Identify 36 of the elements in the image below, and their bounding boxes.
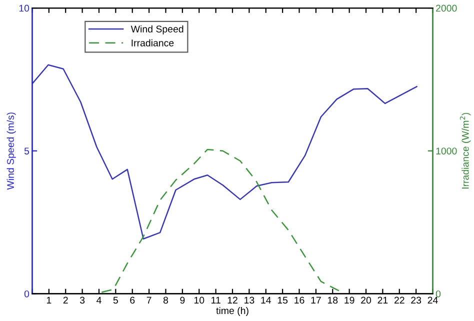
x-axis-title: time (h)	[216, 306, 248, 316]
y-tick-label: 10	[19, 4, 30, 12]
x-tick-label: 4	[96, 296, 102, 304]
y-tick-label: 0	[24, 290, 30, 298]
x-tick-label: 23	[411, 296, 422, 304]
x-tick-label: 21	[378, 296, 388, 304]
x-tick-label: 19	[344, 296, 354, 304]
y-tick-label: 5	[24, 148, 30, 154]
y2-axis-title: Irradiance (W/m$^{2}$)	[460, 112, 471, 189]
x-tick-label: 18	[328, 296, 338, 304]
x-tick-label: 14	[261, 296, 271, 304]
y2-tick-label: 0	[436, 290, 441, 298]
x-tick-label: 8	[163, 296, 168, 304]
x-tick-label: 10	[194, 296, 204, 304]
x-tick-label: 24	[428, 296, 438, 304]
y2-tick-label: 1000	[436, 148, 457, 154]
line-series	[32, 64, 418, 240]
x-tick-label: 3	[80, 296, 85, 304]
x-tick-label: 7	[146, 296, 152, 304]
x-tick-label: 15	[278, 296, 288, 304]
x-tick-label: 2	[63, 296, 68, 304]
legend-label: Wind Speed	[130, 25, 184, 34]
legend-label: Irradiance	[132, 39, 174, 46]
x-tick-label: 11	[212, 296, 220, 304]
x-tick-label: 16	[294, 296, 304, 304]
x-tick-label: 1	[46, 296, 52, 304]
x-tick-label: 9	[180, 296, 185, 304]
x-tick-label: 13	[244, 296, 254, 304]
x-tick-label: 20	[361, 296, 372, 304]
y-axis-title: Wind Speed (m/s)	[6, 112, 16, 190]
y2-tick-label: 2000	[436, 4, 457, 12]
x-tick-label: 17	[311, 296, 321, 304]
x-tick-label: 12	[228, 296, 238, 304]
x-tick-label: 22	[394, 296, 404, 304]
x-tick-label: 5	[113, 296, 118, 304]
x-tick-label: 6	[130, 296, 135, 304]
